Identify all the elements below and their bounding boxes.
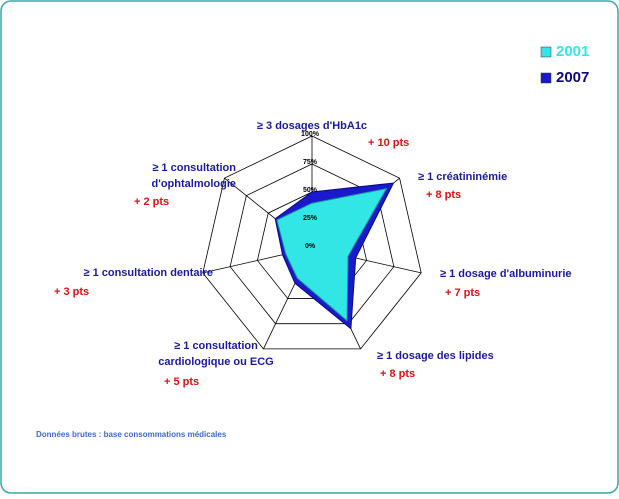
legend-label: 2007: [556, 69, 589, 86]
r-tick-label: 25%: [303, 215, 318, 222]
annotation: + 8 pts: [426, 189, 461, 201]
annotation: + 7 pts: [445, 287, 480, 299]
r-tick-label: 100%: [301, 131, 320, 138]
annotation: + 2 pts: [134, 196, 169, 208]
axis-label: ≥ 3 dosages d'HbA1c: [257, 120, 367, 132]
annotation: + 3 pts: [54, 286, 89, 298]
r-tick-label: 75%: [303, 159, 318, 166]
r-tick-label: 50%: [303, 187, 318, 194]
series-area: [276, 187, 388, 322]
axis-label: ≥ 1 consultation: [152, 162, 236, 174]
annotation: + 8 pts: [380, 368, 415, 380]
annotation: + 10 pts: [368, 137, 409, 149]
axis-label: ≥ 1 consultation: [174, 340, 258, 352]
legend-label: 2001: [556, 43, 589, 60]
axis-label: ≥ 1 consultation dentaire: [83, 267, 213, 279]
grid-ring: [202, 135, 422, 350]
r-tick-label: 0%: [305, 243, 316, 250]
footnote: Données brutes : base consommations médi…: [36, 430, 227, 439]
annotation: + 5 pts: [164, 376, 199, 388]
axis-label: ≥ 1 dosage d'albuminurie: [440, 268, 572, 280]
axis-label: ≥ 1 créatininémie: [418, 171, 507, 183]
legend-swatch: [540, 72, 552, 84]
axis-label: ≥ 1 dosage des lipides: [377, 350, 494, 362]
axis-label: cardiologique ou ECG: [158, 356, 274, 368]
axis-label: d'ophtalmologie: [152, 178, 237, 190]
legend-swatch: [540, 46, 552, 58]
